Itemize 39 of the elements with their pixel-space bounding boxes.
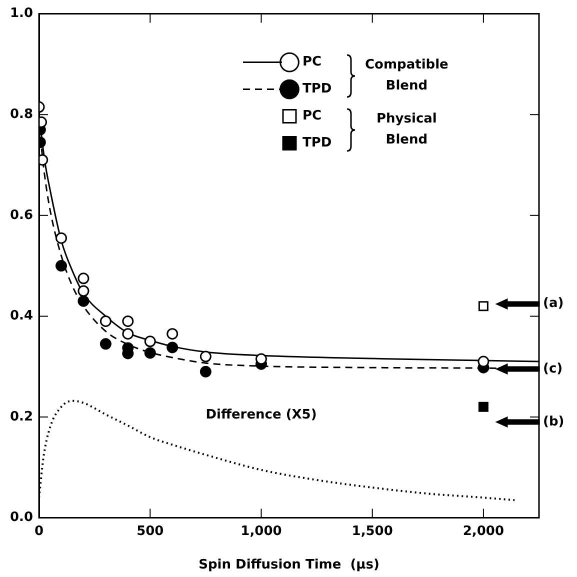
y-tick-label: 0.8	[10, 106, 34, 122]
x-tick-label: 1,000	[240, 524, 282, 539]
y-tick-label: 0.6	[10, 208, 34, 223]
x-tick-label: 1,500	[352, 524, 393, 539]
point	[144, 336, 156, 348]
y-tick-label: 0.4	[10, 308, 34, 324]
text: (a)	[543, 296, 564, 311]
point	[166, 328, 178, 340]
x-tick-label: 0	[34, 524, 44, 539]
x-tick-label: 2,000	[462, 524, 504, 539]
annotation: Physical Blend	[376, 112, 437, 148]
point	[122, 315, 134, 327]
point	[478, 301, 488, 312]
y-tick-label: 0.2	[10, 409, 34, 424]
point	[122, 328, 134, 340]
text: Difference (X5)	[206, 407, 317, 422]
point	[100, 338, 112, 350]
legend-label: TPD	[302, 136, 332, 151]
point	[144, 347, 156, 359]
x-tick-label: 500	[136, 524, 164, 539]
point	[200, 366, 212, 378]
point	[56, 232, 67, 244]
point	[200, 350, 212, 362]
text: (b)	[543, 414, 564, 430]
annotation: Compatible Blend	[365, 58, 449, 94]
point	[478, 402, 488, 412]
point	[478, 356, 490, 368]
y-tick-label: 0.0	[10, 510, 34, 526]
point	[255, 353, 267, 365]
text: (c)	[543, 361, 563, 376]
legend-label: PC	[302, 108, 322, 124]
legend-label: TPD	[302, 82, 332, 97]
point	[78, 285, 90, 297]
point	[78, 272, 90, 284]
x-axis-title: Spin Diffusion Time (µs)	[198, 558, 380, 573]
point	[100, 315, 112, 327]
point	[56, 260, 67, 272]
y-tick-label: 1.0	[10, 6, 34, 22]
legend-label: PC	[302, 54, 322, 70]
